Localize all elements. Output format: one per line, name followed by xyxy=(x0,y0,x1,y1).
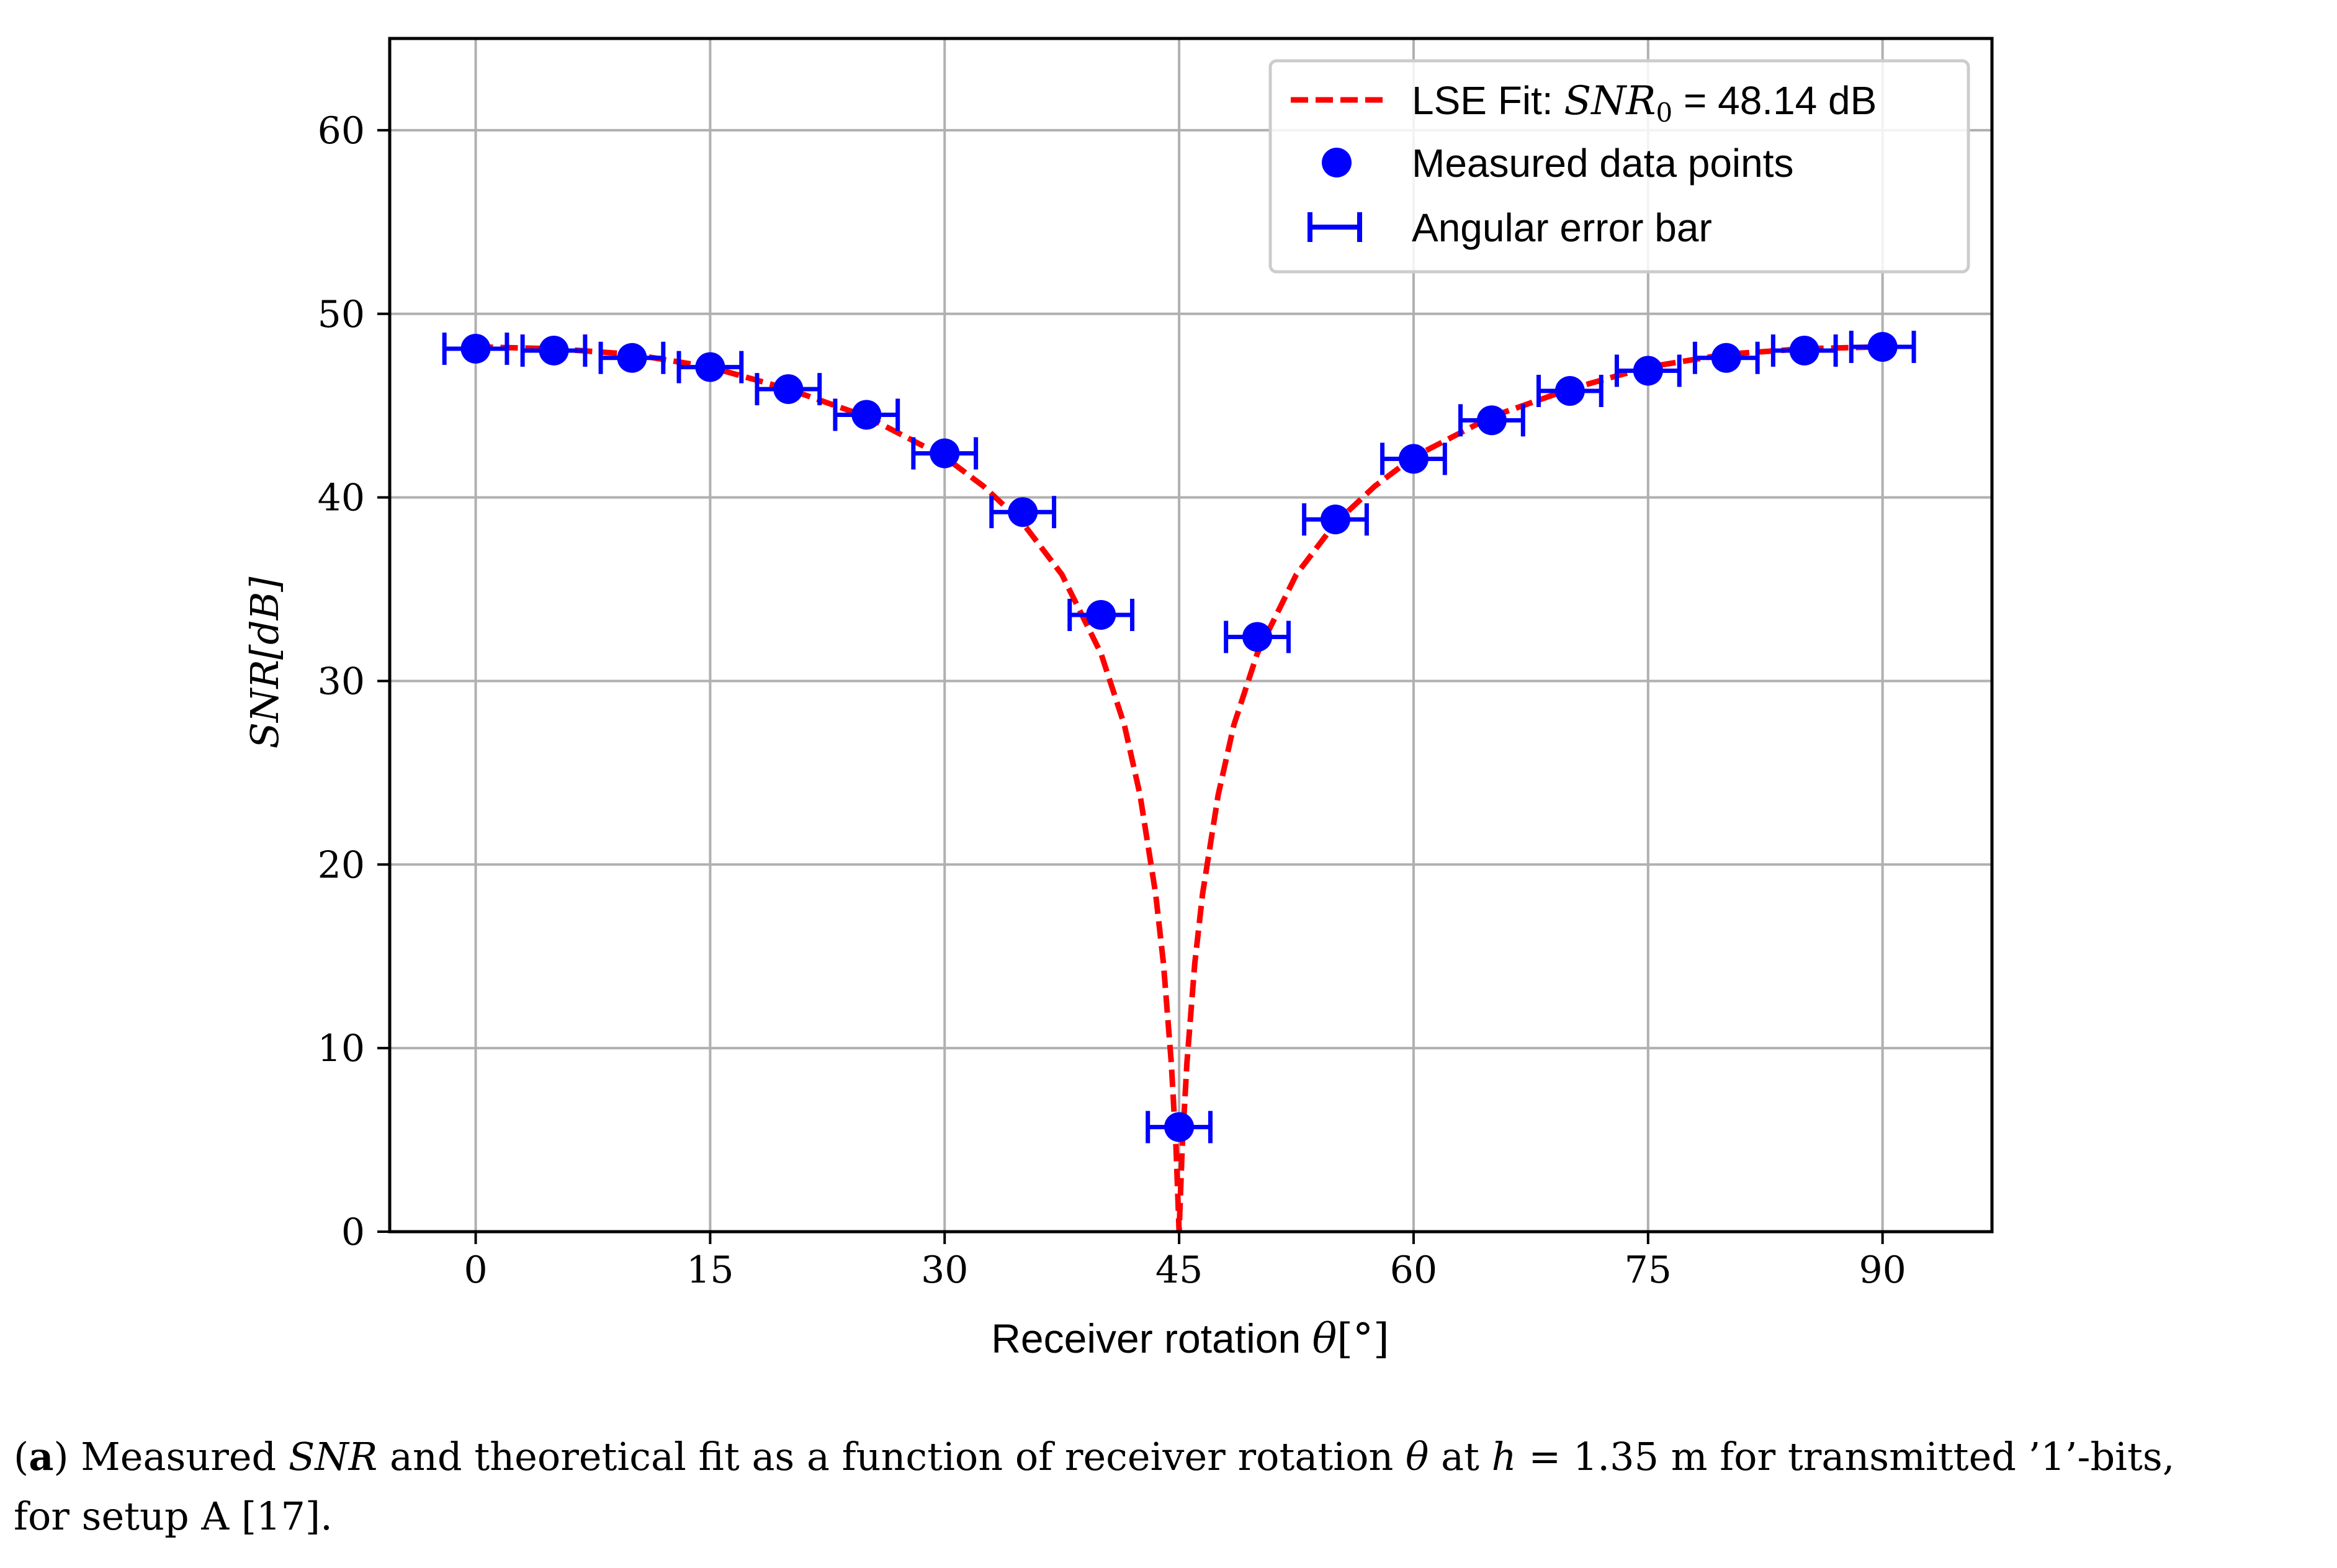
x-tick-label: 90 xyxy=(1859,1248,1906,1292)
x-tick-label: 75 xyxy=(1625,1248,1672,1292)
x-tick-label: 15 xyxy=(686,1248,733,1292)
y-tick-label: 0 xyxy=(341,1211,365,1254)
data-point xyxy=(1008,497,1038,527)
axis-ticks: 0 15 30 45 60 75 90 0 10 20 30 40 50 60 xyxy=(318,109,1906,1292)
data-point xyxy=(1086,599,1116,630)
y-tick-label: 20 xyxy=(318,843,365,887)
data-point xyxy=(617,343,647,373)
legend-point-swatch xyxy=(1322,148,1352,177)
fit-curve-layer xyxy=(475,344,1883,1232)
data-point xyxy=(460,333,491,364)
x-axis-label: Receiver rotation θ[°] xyxy=(991,1315,1389,1363)
y-tick-label: 50 xyxy=(318,293,365,336)
legend-box xyxy=(1268,59,1970,274)
data-point xyxy=(1164,1112,1195,1142)
data-point xyxy=(851,400,882,430)
data-point xyxy=(1321,504,1351,535)
legend-errorbar-swatch xyxy=(1308,212,1362,242)
caption-line-1: (a) Measured SNR and theoretical fit as … xyxy=(14,1434,2175,1479)
data-point xyxy=(1242,622,1273,652)
legend-errorbar-label: Angular error bar xyxy=(1412,205,1712,250)
y-tick-label: 60 xyxy=(318,109,365,153)
legend-points-label: Measured data points xyxy=(1412,141,1794,186)
x-tick-label: 0 xyxy=(464,1248,487,1292)
y-tick-label: 40 xyxy=(318,477,365,520)
legend-fit-label: LSE Fit: SNR0 = 48.14 dB xyxy=(1412,78,1877,128)
data-point xyxy=(773,374,804,405)
legend: LSE Fit: SNR0 = 48.14 dB Measured data p… xyxy=(1268,59,1970,274)
caption-label: a xyxy=(29,1434,54,1479)
x-tick-label: 30 xyxy=(921,1248,968,1292)
y-axis-label: SNR[dB] xyxy=(242,576,287,749)
data-point xyxy=(1476,405,1507,436)
fit-curve xyxy=(475,344,1883,1232)
x-tick-label: 60 xyxy=(1390,1248,1437,1292)
plot-frame xyxy=(388,37,1994,1234)
y-tick-label: 30 xyxy=(318,660,365,703)
data-point xyxy=(695,352,725,382)
data-point xyxy=(1789,335,1819,365)
data-point-layer xyxy=(460,332,1898,1142)
data-point xyxy=(539,335,569,365)
data-point xyxy=(1554,376,1585,406)
caption-line-2: for setup A [17]. xyxy=(14,1494,333,1539)
x-tick-label: 45 xyxy=(1155,1248,1203,1292)
data-point xyxy=(1398,444,1429,474)
data-point xyxy=(1867,332,1898,362)
figure-caption: (a) Measured SNR and theoretical fit as … xyxy=(14,1427,2322,1546)
y-tick-label: 10 xyxy=(318,1027,365,1070)
data-point xyxy=(1633,356,1663,386)
data-point xyxy=(1711,343,1741,373)
data-point xyxy=(930,438,960,468)
